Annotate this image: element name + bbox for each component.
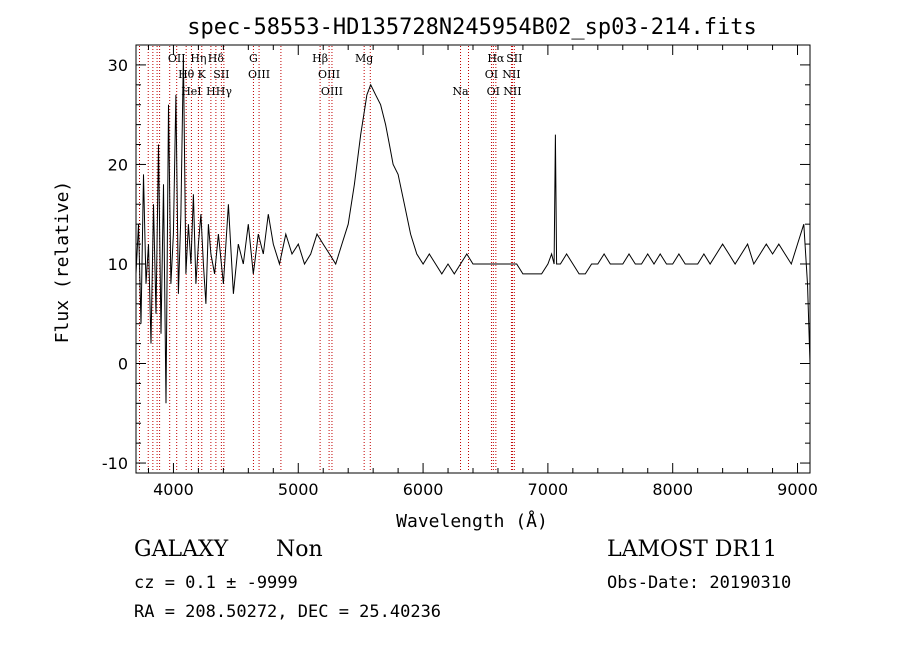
line-label: Hη [190,52,206,65]
line-label: SII [506,52,522,65]
subclass-label: Non [276,537,323,562]
line-label: K [198,68,207,81]
line-label: Mg [355,52,373,65]
x-tick-label: 7000 [528,480,569,499]
y-tick-label: 0 [118,355,128,374]
x-tick-label: 4000 [153,480,194,499]
line-label: OIII [318,68,340,81]
x-tick-label: 5000 [278,480,319,499]
x-axis-label: Wavelength (Å) [396,510,548,532]
redshift-line: cz = 0.1 ± -9999 [134,573,298,593]
line-label: OI [487,85,500,98]
line-label: Hα [487,52,505,65]
line-label: H [206,85,216,98]
y-tick-label: 30 [108,56,128,75]
chart-title: spec-58553-HD135728N245954B02_sp03-214.f… [187,15,757,40]
line-label: OI [485,68,498,81]
line-label: OIII [321,85,343,98]
survey-label: LAMOST DR11 [607,537,777,562]
line-label: OIII [248,68,270,81]
line-label: Hθ [178,68,195,81]
x-tick-label: 8000 [652,480,693,499]
plot-area: OII Hθ HeI Hη KH Hδ SII Hγ G OIII Hβ OIII OIII Mg Na OI… [102,44,818,499]
x-axis-ticks: 4000 5000 6000 7000 8000 9000 [147,45,818,499]
line-label: HeI [181,85,201,98]
y-tick-label: 20 [108,155,128,174]
line-markers [138,46,515,472]
line-label: Hγ [216,85,233,98]
line-label: OII [168,52,186,65]
line-label: G [249,52,258,65]
x-tick-label: 6000 [403,480,444,499]
y-tick-label: -10 [102,454,128,473]
x-tick-label: 9000 [777,480,818,499]
line-label: Na [452,85,469,98]
line-label: Hδ [208,52,225,65]
y-axis-ticks: -10 0 10 20 30 [102,56,810,473]
line-label: NII [503,85,521,98]
line-label: SII [213,68,229,81]
line-label: Hβ [312,52,328,65]
line-labels: OII Hθ HeI Hη KH Hδ SII Hγ G OIII Hβ OIII OIII Mg Na OI… [168,52,523,98]
obs-date: Obs-Date: 20190310 [607,573,792,593]
coordinates: RA = 208.50272, DEC = 25.40236 [134,602,442,622]
y-tick-label: 10 [108,255,128,274]
spectrum-line [135,54,811,404]
class-label: GALAXY [134,537,229,562]
y-axis-label: Flux (relative) [52,181,73,344]
line-label: NII [502,68,520,81]
